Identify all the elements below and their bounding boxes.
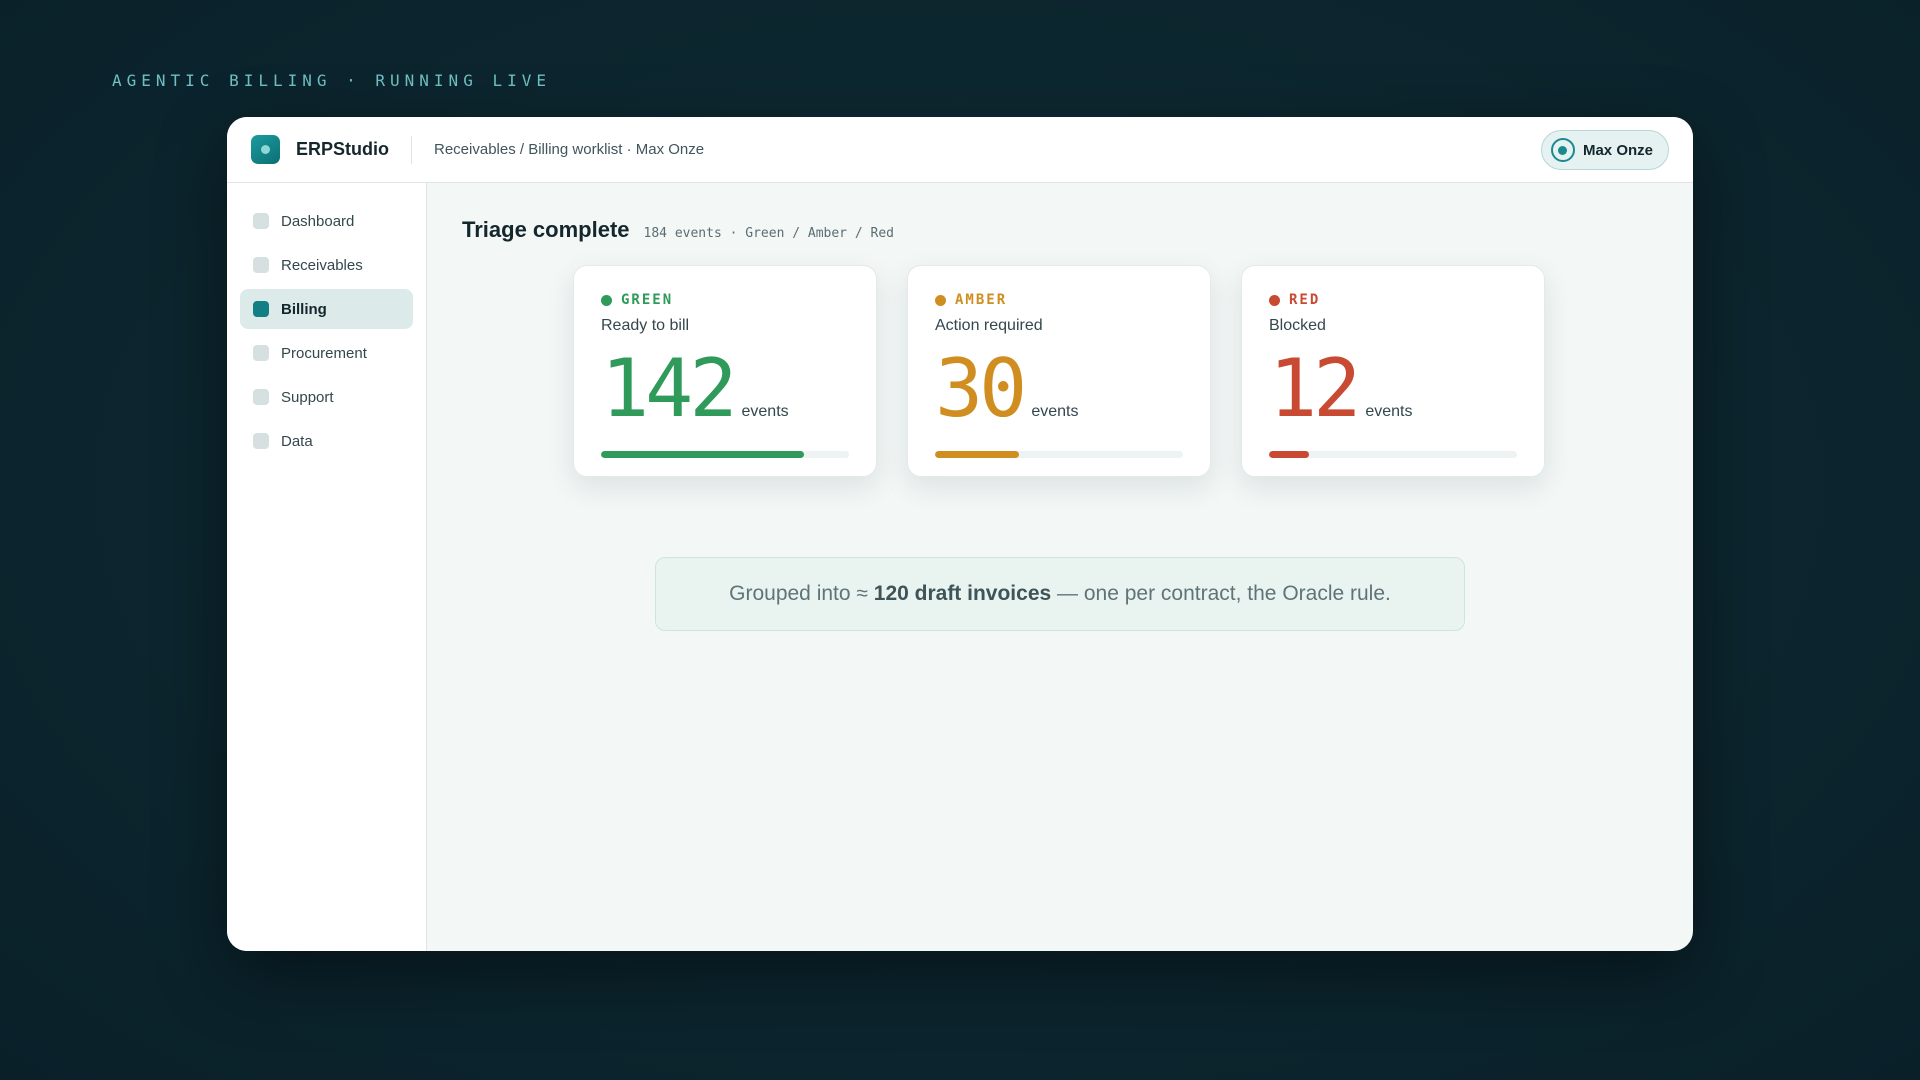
- card-progress-fill: [935, 451, 1020, 458]
- card-progress-bar: [601, 451, 849, 458]
- card-count: 30: [935, 342, 1027, 435]
- card-progress-bar: [935, 451, 1183, 458]
- sidebar-item-label: Procurement: [281, 344, 367, 362]
- dashboard-icon: [253, 213, 269, 229]
- billing-icon: [253, 301, 269, 317]
- sidebar-item-procurement[interactable]: Procurement: [240, 333, 413, 373]
- card-tag: GREEN: [601, 292, 849, 308]
- card-unit: events: [741, 403, 789, 420]
- sidebar-item-label: Data: [281, 432, 313, 450]
- red-dot-icon: [1269, 294, 1280, 306]
- page-title: Triage complete: [462, 217, 630, 242]
- topbar-divider: [411, 135, 412, 164]
- top-bar: ERPStudio Receivables / Billing worklist…: [227, 117, 1693, 183]
- card-tag: RED: [1269, 292, 1517, 308]
- summary-prefix: Grouped into ≈: [729, 582, 868, 605]
- card-progress-fill: [1269, 451, 1309, 458]
- sidebar-item-label: Billing: [281, 300, 327, 318]
- summary-banner: Grouped into ≈ 120 draft invoices — one …: [655, 557, 1465, 631]
- user-avatar-icon: [1550, 138, 1575, 162]
- breadcrumb[interactable]: Receivables / Billing worklist · Max Onz…: [434, 141, 705, 158]
- sidebar-item-billing[interactable]: Billing: [240, 289, 413, 329]
- eyebrow-label: AGENTIC BILLING · RUNNING LIVE: [112, 71, 551, 90]
- card-tag-label: RED: [1289, 292, 1321, 308]
- amber-status-card[interactable]: AMBER Action required 30 events: [907, 265, 1211, 477]
- page-meta: 184 events · Green / Amber / Red: [643, 226, 894, 241]
- card-subtitle: Ready to bill: [601, 317, 690, 334]
- procurement-icon: [253, 345, 269, 361]
- card-progress-fill: [601, 451, 805, 458]
- sidebar-item-data[interactable]: Data: [240, 421, 413, 461]
- main-content: Triage complete 184 events · Green / Amb…: [427, 183, 1693, 951]
- support-icon: [253, 389, 269, 405]
- card-count: 142: [601, 342, 737, 435]
- card-tag-label: AMBER: [955, 292, 1008, 308]
- sidebar-item-support[interactable]: Support: [240, 377, 413, 417]
- app-logo-icon[interactable]: [251, 135, 280, 164]
- data-icon: [253, 433, 269, 449]
- card-subtitle: Blocked: [1269, 317, 1326, 334]
- sidebar-item-label: Receivables: [281, 256, 363, 274]
- receivables-icon: [253, 257, 269, 273]
- green-status-card[interactable]: GREEN Ready to bill 142 events: [573, 265, 877, 477]
- summary-suffix: — one per contract, the Oracle rule.: [1057, 582, 1391, 605]
- red-status-card[interactable]: RED Blocked 12 events: [1241, 265, 1545, 477]
- card-unit: events: [1031, 403, 1079, 420]
- card-tag: AMBER: [935, 292, 1183, 308]
- card-progress-bar: [1269, 451, 1517, 458]
- sidebar-item-label: Dashboard: [281, 212, 355, 230]
- sidebar-item-dashboard[interactable]: Dashboard: [240, 201, 413, 241]
- app-window: ERPStudio Receivables / Billing worklist…: [227, 117, 1693, 951]
- brand-name: ERPStudio: [296, 139, 389, 159]
- card-unit: events: [1365, 403, 1413, 420]
- user-name: Max Onze: [1582, 141, 1653, 159]
- card-count: 12: [1269, 342, 1361, 435]
- green-dot-icon: [601, 294, 612, 306]
- card-tag-label: GREEN: [621, 292, 674, 308]
- sidebar: Dashboard Receivables Billing Procuremen…: [227, 183, 427, 951]
- heading-row: Triage complete 184 events · Green / Amb…: [462, 217, 894, 243]
- amber-dot-icon: [935, 294, 946, 306]
- card-subtitle: Action required: [935, 317, 1043, 334]
- user-menu-button[interactable]: Max Onze: [1540, 130, 1669, 170]
- summary-bold: 120 draft invoices: [873, 582, 1052, 605]
- sidebar-item-label: Support: [281, 388, 334, 406]
- sidebar-item-receivables[interactable]: Receivables: [240, 245, 413, 285]
